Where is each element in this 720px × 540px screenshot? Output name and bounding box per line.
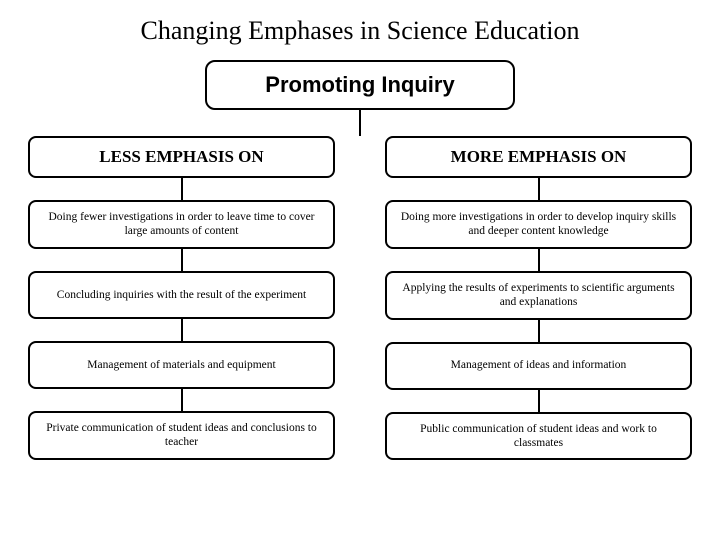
subtitle-box: Promoting Inquiry (205, 60, 515, 110)
right-row-0: Doing more investigations in order to de… (385, 200, 692, 249)
left-row-1: Concluding inquiries with the result of … (28, 271, 335, 319)
left-column: LESS EMPHASIS ON Doing fewer investigati… (28, 136, 335, 460)
right-row-1: Applying the results of experiments to s… (385, 271, 692, 320)
right-row-3: Public communication of student ideas an… (385, 412, 692, 461)
connector-root (359, 110, 361, 136)
left-header: LESS EMPHASIS ON (28, 136, 335, 178)
connector (181, 389, 183, 411)
connector (181, 319, 183, 341)
connector (538, 390, 540, 412)
columns-container: LESS EMPHASIS ON Doing fewer investigati… (0, 136, 720, 460)
left-row-0: Doing fewer investigations in order to l… (28, 200, 335, 249)
right-header: MORE EMPHASIS ON (385, 136, 692, 178)
left-row-2: Management of materials and equipment (28, 341, 335, 389)
left-row-3: Private communication of student ideas a… (28, 411, 335, 460)
page-title: Changing Emphases in Science Education (0, 0, 720, 60)
connector (181, 249, 183, 271)
connector (181, 178, 183, 200)
connector (538, 320, 540, 342)
right-row-2: Management of ideas and information (385, 342, 692, 390)
right-column: MORE EMPHASIS ON Doing more investigatio… (385, 136, 692, 460)
connector (538, 249, 540, 271)
connector (538, 178, 540, 200)
